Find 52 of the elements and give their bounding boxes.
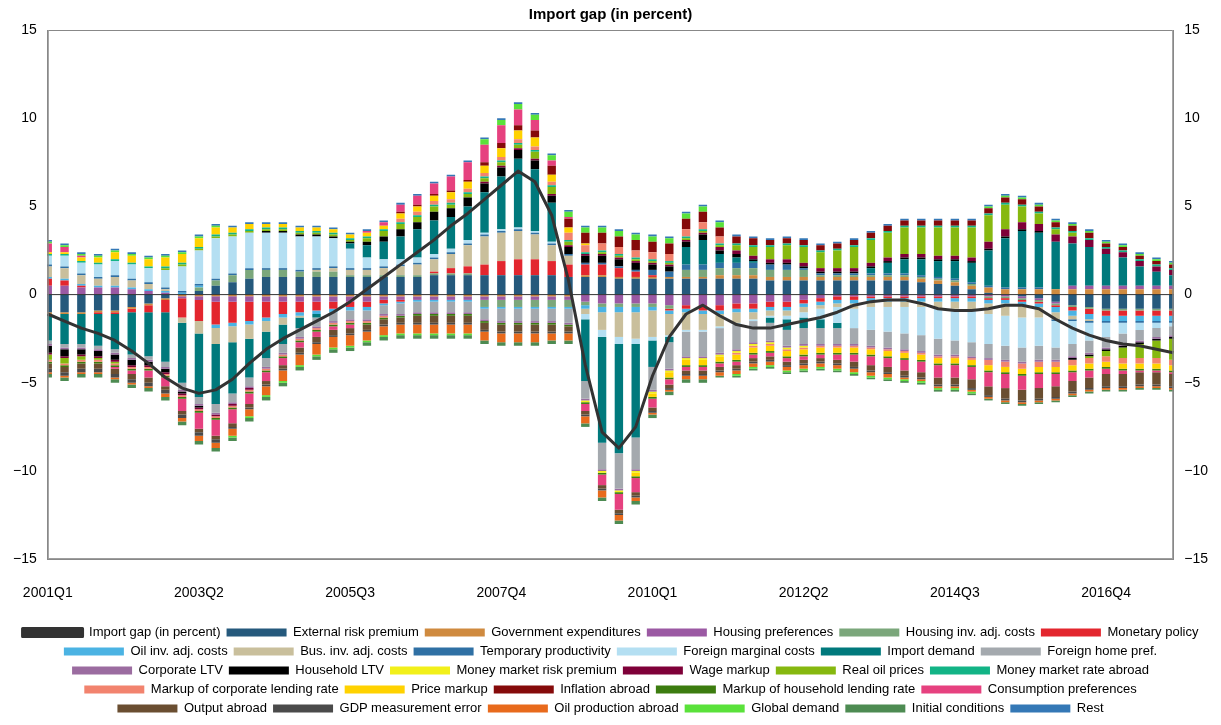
legend-label: Wage markup [689, 662, 770, 678]
legend-label: Government expenditures [491, 624, 642, 640]
y-tick-label: 10 [21, 109, 37, 126]
legend-label: Foreign home pref. [1047, 643, 1158, 659]
legend-label: Foreign marginal costs [683, 643, 816, 659]
legend-label: Housing preferences [713, 624, 834, 640]
y2-tick-label: −15 [1184, 550, 1209, 567]
y2-tick-label: −5 [1184, 373, 1201, 390]
legend-label: Monetary policy [1107, 624, 1199, 640]
legend-label: Bus. inv. adj. costs [300, 643, 409, 659]
legend-label: Household LTV [295, 662, 385, 678]
legend-label: External risk premium [293, 624, 419, 640]
y-tick-label: −5 [20, 373, 37, 390]
y-tick-label: 15 [21, 20, 37, 37]
x-tick-label: 2003Q2 [174, 584, 225, 601]
y-tick-label: 5 [28, 197, 37, 214]
x-tick-label: 2016Q4 [1081, 584, 1132, 601]
legend-label: Consumption preferences [987, 681, 1138, 697]
legend-label: Corporate LTV [138, 662, 224, 678]
legend-label: Global demand [751, 700, 840, 716]
legend-label: Inflation abroad [560, 681, 650, 697]
y-tick-label: 0 [28, 285, 37, 302]
legend-label: Temporary productivity [480, 643, 612, 659]
legend-label: Import gap (in percent) [89, 624, 221, 640]
legend-label: Markup of household lending rate [722, 681, 916, 697]
legend-label: Housing inv. adj. costs [905, 624, 1036, 640]
x-tick-label: 2001Q1 [22, 584, 73, 601]
legend-label: Oil inv. adj. costs [130, 643, 229, 659]
legend-label: GDP measurement error [339, 700, 483, 716]
y2-tick-label: 0 [1184, 285, 1193, 302]
y2-tick-label: 15 [1184, 20, 1201, 37]
x-tick-label: 2007Q4 [476, 584, 527, 601]
legend-label: Import demand [887, 643, 975, 659]
x-tick-label: 2010Q1 [627, 584, 678, 601]
legend-label: Money market risk premium [456, 662, 617, 678]
y2-tick-label: 10 [1184, 109, 1201, 126]
y2-tick-label: −10 [1184, 461, 1209, 478]
legend-label: Oil production abroad [554, 700, 679, 716]
y-tick-label: −10 [13, 461, 37, 478]
legend-label: Price markup [411, 681, 488, 697]
legend-label: Markup of corporate lending rate [150, 681, 339, 697]
legend-label: Output abroad [183, 700, 268, 716]
y-tick-label: −15 [13, 550, 37, 567]
legend-label: Initial conditions [911, 700, 1005, 716]
x-tick-label: 2005Q3 [325, 584, 376, 601]
x-tick-label: 2012Q2 [778, 584, 829, 601]
x-tick-label: 2014Q3 [929, 584, 980, 601]
y2-tick-label: 5 [1184, 197, 1193, 214]
legend-label: Rest [1076, 700, 1104, 716]
legend-label: Real oil prices [842, 662, 925, 678]
legend-label: Money market rate abroad [996, 662, 1149, 678]
chart-title: Import gap (in percent) [528, 5, 693, 23]
